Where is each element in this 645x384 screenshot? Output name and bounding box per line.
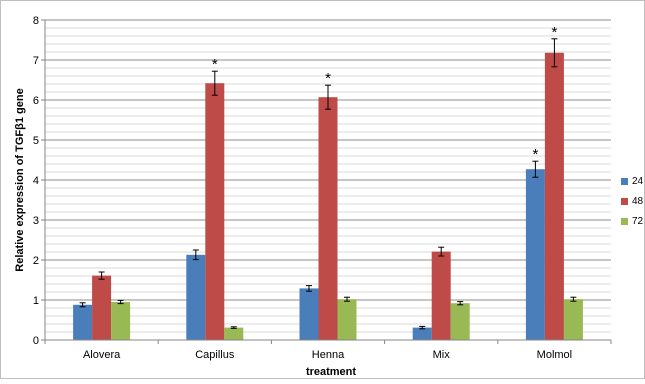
bar <box>73 304 93 340</box>
y-tick-label: 0 <box>33 335 39 347</box>
bar <box>450 303 470 340</box>
y-tick-labels: 0 1 2 3 4 5 6 7 8 <box>33 15 39 347</box>
legend-swatch-24h <box>621 178 628 185</box>
bar <box>318 97 338 340</box>
y-tick-label: 5 <box>33 135 39 147</box>
bar <box>563 299 583 340</box>
x-tick-label: Capillus <box>195 349 235 361</box>
bar <box>186 254 206 340</box>
significance-star: * <box>532 146 538 163</box>
significance-markers: * * * * <box>212 24 558 163</box>
y-tick-label: 1 <box>33 295 39 307</box>
y-axis-title: Relative expression of TGFβ1 gene <box>14 88 26 271</box>
bar <box>337 299 357 340</box>
error-bars-group <box>79 38 577 330</box>
y-tick-label: 6 <box>33 95 39 107</box>
legend-item-24h: 24 h <box>621 176 645 188</box>
significance-star: * <box>325 70 331 87</box>
legend-swatch-48h <box>621 198 628 205</box>
y-tick-label: 3 <box>33 215 39 227</box>
x-tick-labels: Alovera Capillus Henna Mix Molmol <box>83 349 572 361</box>
significance-star: * <box>212 56 218 73</box>
y-tick-label: 8 <box>33 15 39 27</box>
bar <box>299 288 319 340</box>
bar <box>431 251 451 340</box>
y-tick-label: 7 <box>33 55 39 67</box>
y-tick-label: 4 <box>33 175 39 187</box>
bar <box>544 52 564 341</box>
significance-star: * <box>551 24 557 41</box>
legend-swatch-72h <box>621 218 628 225</box>
x-tick-label: Mix <box>433 349 451 361</box>
x-tick-label: Molmol <box>537 349 572 361</box>
bar <box>412 327 432 340</box>
legend-item-72h: 72 h <box>621 216 645 228</box>
bars-group <box>73 52 583 341</box>
legend-label-24h: 24 h <box>632 176 645 187</box>
bar <box>92 275 112 340</box>
x-tick-label: Alovera <box>83 349 121 361</box>
legend-label-48h: 48 h <box>632 196 645 207</box>
legend-item-48h: 48 h <box>621 196 645 208</box>
bar <box>224 327 244 340</box>
x-tick-label: Henna <box>312 349 345 361</box>
bar <box>111 302 131 340</box>
axes <box>41 19 612 344</box>
y-tick-label: 2 <box>33 255 39 267</box>
bar <box>205 83 225 340</box>
bar <box>525 169 545 340</box>
x-axis-title: treatment <box>306 366 356 378</box>
legend-label-72h: 72 h <box>632 216 645 227</box>
